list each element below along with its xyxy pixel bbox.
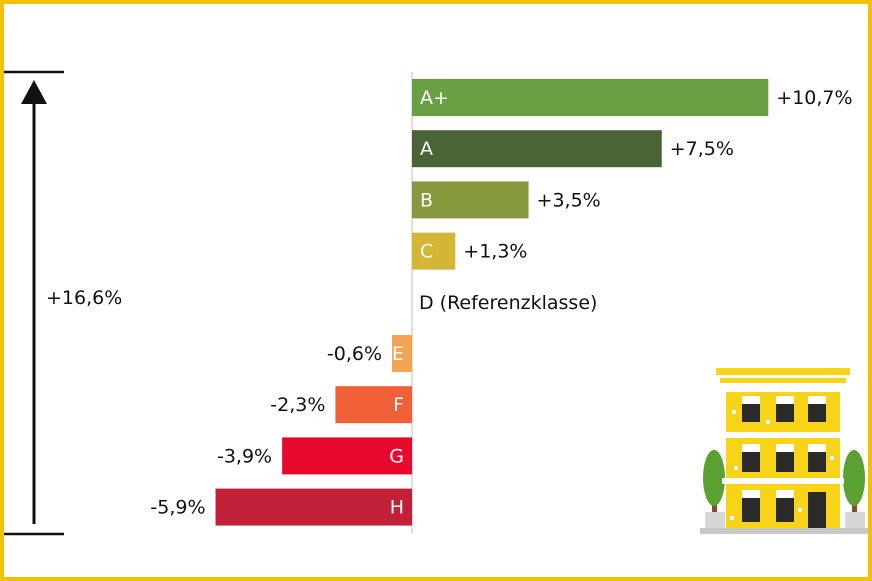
span-arrow: +16,6% [4, 70, 122, 536]
value-label-h: -5,9% [150, 497, 205, 519]
category-label-f: F [393, 394, 404, 416]
arrow-up-icon [21, 80, 47, 104]
value-label-a-plus: +10,7% [776, 87, 852, 109]
value-label-g: -3,9% [217, 445, 272, 467]
value-label-f: -2,3% [270, 394, 325, 416]
bars-group: A+ +10,7% A +7,5% B +3,5% C +1,3% D (Referenzkla… [150, 79, 853, 526]
value-label-a: +7,5% [670, 138, 734, 160]
category-label-a-plus: A+ [420, 87, 449, 109]
category-label-c: C [420, 241, 433, 263]
category-label-h: H [390, 497, 404, 519]
bar-a-plus [412, 79, 769, 116]
value-label-b: +3,5% [537, 189, 601, 211]
reference-label: D (Referenzklasse) [419, 292, 597, 314]
value-label-e: -0,6% [327, 343, 382, 365]
bar-c [412, 232, 456, 270]
category-label-g: G [389, 445, 404, 467]
category-label-e: E [392, 343, 404, 365]
bar-f [335, 386, 412, 424]
bar-b [412, 181, 529, 219]
bar-h [215, 488, 412, 526]
category-label-a: A [420, 138, 433, 160]
category-label-b: B [420, 189, 433, 211]
value-label-c: +1,3% [463, 241, 527, 263]
bar-a [412, 130, 662, 168]
bar-e [392, 335, 412, 372]
bar-g [282, 437, 412, 475]
span-label: +16,6% [46, 287, 122, 309]
building-with-trees-icon [700, 368, 868, 534]
